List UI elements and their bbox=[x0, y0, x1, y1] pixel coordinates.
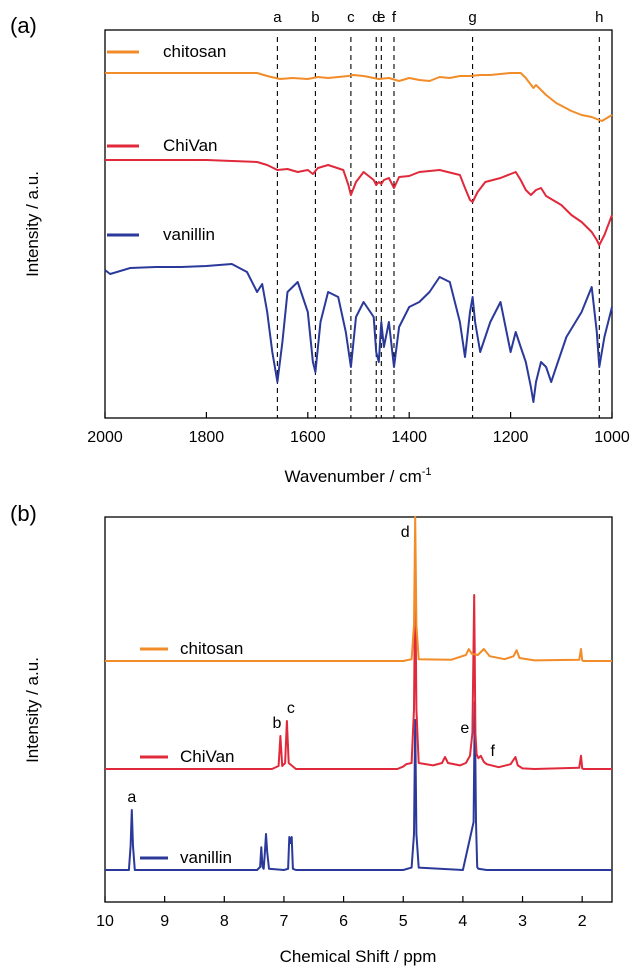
panel-a-legend: chitosan ChiVan vanillin bbox=[107, 42, 226, 244]
panel-a-x-tick-label: 1400 bbox=[391, 429, 427, 446]
panel-b-x-tick-label: 3 bbox=[518, 913, 527, 930]
panel-a-frame bbox=[104, 29, 613, 419]
panel-b-series-chivan bbox=[105, 576, 612, 770]
panel-b-x-tick-label: 10 bbox=[96, 913, 114, 930]
panel-b-legend-label: vanillin bbox=[180, 848, 232, 867]
panel-a-series bbox=[104, 72, 613, 403]
panel-b-x-axis-label: Chemical Shift / ppm bbox=[280, 947, 437, 966]
panel-b-x-tick-label: 4 bbox=[458, 913, 467, 930]
panel-b-x-ticks: 10 9 8 7 6 5 4 3 2 bbox=[96, 896, 587, 930]
panel-a-x-tick-label: 1800 bbox=[189, 429, 225, 446]
panel-b-y-axis-label: Intensity / a.u. bbox=[23, 657, 42, 763]
panel-a-marker-label: a bbox=[273, 9, 282, 26]
panel-a-marker-label: h bbox=[595, 9, 603, 26]
panel-a-markers: a b c de f g h bbox=[273, 9, 603, 418]
panel-b-label: (b) bbox=[10, 501, 37, 526]
panel-b-series-vanillin bbox=[105, 701, 612, 871]
panel-b-peak-label: c bbox=[287, 700, 295, 717]
panel-a-marker-label: b bbox=[311, 9, 319, 26]
panel-a-legend-label: chitosan bbox=[163, 42, 226, 61]
panel-b-x-tick-label: 6 bbox=[339, 913, 348, 930]
panel-b: (b) Intensity / a.u. Chemical Shift / pp… bbox=[10, 501, 613, 966]
panel-a-series-chivan bbox=[105, 159, 613, 246]
panel-b-peak-labels: a bc d e f bbox=[127, 524, 495, 806]
panel-a-x-tick-label: 2000 bbox=[87, 429, 123, 446]
panel-b-peak-label: d bbox=[401, 524, 410, 541]
panel-b-x-tick-label: 2 bbox=[578, 913, 587, 930]
panel-b-peak-label: e bbox=[460, 720, 469, 737]
panel-a-marker-label: c bbox=[347, 9, 355, 26]
panel-b-legend-label: ChiVan bbox=[180, 747, 235, 766]
panel-b-x-tick-label: 8 bbox=[220, 913, 229, 930]
panel-a-label: (a) bbox=[10, 13, 37, 38]
panel-b-peak-label: a bbox=[127, 789, 136, 806]
panel-b-series bbox=[105, 516, 612, 871]
panel-b-peak-label: f bbox=[491, 743, 496, 760]
panel-b-legend-label: chitosan bbox=[180, 639, 243, 658]
panel-a-marker-label: f bbox=[392, 9, 397, 26]
panel-a-x-axis-label-main: Wavenumber / cm bbox=[284, 467, 421, 486]
panel-a-x-tick-label: 1200 bbox=[493, 429, 529, 446]
panel-b-x-tick-label: 7 bbox=[279, 913, 288, 930]
panel-a-x-tick-label: 1600 bbox=[290, 429, 326, 446]
panel-b-frame bbox=[104, 516, 613, 903]
panel-a-series-chitosan bbox=[105, 72, 613, 122]
panel-b-peak-label: b bbox=[273, 715, 282, 732]
panel-a-y-axis-label: Intensity / a.u. bbox=[23, 171, 42, 277]
panel-a-legend-label: vanillin bbox=[163, 225, 215, 244]
panel-b-series-chitosan bbox=[105, 516, 612, 662]
panel-b-legend: chitosan ChiVan vanillin bbox=[140, 639, 243, 867]
panel-a-x-axis-label-sup: -1 bbox=[422, 466, 432, 478]
panel-a-x-axis-label: Wavenumber / cm-1 bbox=[284, 466, 431, 486]
panel-a-series-vanillin bbox=[104, 263, 613, 403]
panel-a-x-ticks: 2000 1800 1600 1400 1200 1000 bbox=[87, 412, 630, 446]
panel-a: (a) Intensity / a.u. Wavenumber / cm-1 2… bbox=[10, 9, 630, 486]
panel-a-x-tick-label: 1000 bbox=[594, 429, 630, 446]
panel-b-x-tick-label: 9 bbox=[160, 913, 169, 930]
panel-a-legend-label: ChiVan bbox=[163, 136, 218, 155]
panel-a-marker-label: e bbox=[377, 9, 385, 26]
panel-a-marker-label: g bbox=[468, 9, 476, 26]
panel-b-x-tick-label: 5 bbox=[399, 913, 408, 930]
panel-a-marker-label: d bbox=[372, 9, 380, 26]
